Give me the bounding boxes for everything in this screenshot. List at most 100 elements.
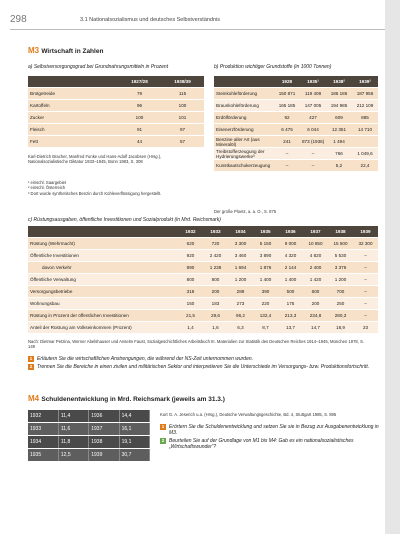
table-cell: 318 [178,285,203,298]
debt-cell: 1932 [28,410,59,423]
table-cell: – [353,309,378,322]
column-header: 1935 [253,226,278,238]
table-cell: 800 [203,273,228,286]
table-cell: 200 [203,285,228,298]
table-cell: 1 400 [278,273,303,286]
table-cell: 3 300 [228,237,253,250]
row-label: Wohnungsbau [28,297,178,310]
debt-row: 1935 12,5 1939 30,7 [28,448,151,462]
column-header: 1936 [278,226,303,238]
task: 1 Erörtern Sie die Schuldenentwicklung un… [160,424,380,436]
caption-c: c) Rüstungsausgaben, öffentliche Investi… [28,217,221,223]
table-c-wrap: 1932 1933 1934 1935 1936 1937 1938 1939 Rüstung … [28,226,378,334]
debt-cell: 1937 [88,422,120,436]
table-cell: 150 871 [274,87,300,100]
source-a: Karl-Dietrich Bracher, Manfred Funke und… [28,154,162,165]
table-cell: – [274,159,300,172]
table-cell: 213,3 [278,309,303,322]
column-header: 1927/28 [118,76,161,88]
table-cell: 15 500 [328,237,353,250]
table-row: Öffentliche Verwaltung 800 800 1 200 1 400 1 … [28,273,378,286]
row-label: davon Verkehr [28,261,178,274]
m3-tasks: 1 Erläutern Sie die wirtschaftlichen Anst… [28,356,378,372]
table-cell: 1 200 [328,273,353,286]
table-cell: 6 044 [300,123,326,136]
debt-cell: 1934 [28,435,59,449]
table-cell: 9 000 [278,237,303,250]
table-cell: 212 109 [352,99,378,112]
table-cell: 1 238 [203,261,228,274]
debt-cell: 1939 [88,448,120,462]
header-cell [28,76,118,88]
row-label: Steinkohleförderung [214,87,274,100]
table-cell: 500 [278,285,303,298]
m3-heading: M3 Wirtschaft in Zahlen [28,46,103,55]
debt-cell: 11,6 [58,422,90,436]
chapter-title: 3.1 Nationalsozialismus und deutsches Se… [80,17,221,23]
column-header: 1938 [328,226,353,238]
table-row: Brotgetreide 79 115 [28,87,204,100]
table-cell: – [353,261,378,274]
table-row: Öffentliche Investitionen 920 2 420 3 460 3 … [28,249,378,262]
row-label: Kunstkautschukerzeugung [214,159,274,172]
row-label: Treibstofferzeugung der Hydrierungswerke… [214,147,274,160]
data-table: 1927/28 1938/39 Brotgetreide 79 115 Kartoffel… [28,76,204,148]
row-label: Versorgungsbetriebe [28,285,178,298]
table-cell: 13,7 [278,321,303,334]
row-label: Erdölförderung [214,111,274,124]
column-header: 1939 [353,226,378,238]
m4-title: Schuldenentwicklung in Mrd. Reichsmark (… [41,396,225,403]
table-cell: 6,3 [228,321,253,334]
debt-cell: 14,4 [119,410,151,423]
table-cell: – [300,159,326,172]
page-number: 298 [10,14,27,25]
table-row: Kunstkautschukerzeugung – –5,2 22,4 [214,159,378,172]
table-cell: 241 [274,135,300,148]
table-cell: 23 [353,321,378,334]
table-cell: 885 [352,111,378,124]
footnote: ² einschl. Österreich [28,185,66,191]
task-text: Erörtern Sie die Schuldenentwicklung und… [169,424,379,436]
footnotes: ¹ einschl. Saargebiet ² einschl. Österrei… [28,180,203,196]
column-header: 1938² [326,76,352,88]
table-cell: 1 049,6 [352,147,378,160]
column-header: 1934 [228,226,253,238]
table-cell: 32 300 [353,237,378,250]
table-row: Fett 44 57 [28,135,204,148]
debt-cell: 1936 [88,410,120,423]
debt-row: 1933 11,6 1937 16,1 [28,422,151,436]
table-cell: 600 [303,285,328,298]
table-row: Erdölförderung 92 427 609 885 [214,111,378,124]
column-header: 1935¹ [300,76,326,88]
table-cell: 200 [303,297,328,310]
row-label: Benzine aller Art (aus Mineralöl) [214,135,274,148]
debt-cell: 1938 [88,435,120,449]
column-header: 1938/39 [161,76,204,88]
table-cell: 1,4 [178,321,203,334]
task-text: Beurteilen Sie auf der Grundlage von M1 … [169,438,354,450]
table-cell: – [353,249,378,262]
table-m4-wrap: 1932 11,4 1936 14,4 1933 11,6 1937 16,1 1934 11,8… [28,410,151,462]
table-cell: 234,8 [303,309,328,322]
task-number: 2 [28,364,34,370]
table-cell: 186 186 [326,87,352,100]
debt-cell: 1933 [28,422,59,436]
table-cell: 165 185 [274,99,300,112]
table-cell: 6 475 [274,123,300,136]
table-cell: 5 150 [253,237,278,250]
table-row: Rüstung in Prozent der öffentlichen Inve… [28,309,378,322]
table-cell: 3 376 [328,261,353,274]
row-label: Rüstung (Wehrmacht) [28,237,178,250]
table-cell: 890 [178,261,203,274]
table-cell: 97 [161,123,204,136]
table-cell: 1,6 [203,321,228,334]
table-cell: 14 710 [352,123,378,136]
header-cell [28,226,178,238]
table-cell: 609 [326,111,352,124]
table-cell: 920 [178,249,203,262]
table-cell: 700 [328,285,353,298]
table-cell: 132,4 [253,309,278,322]
table-a-wrap: 1927/28 1938/39 Brotgetreide 79 115 Kartoffel… [28,76,204,148]
table-cell: 766 [326,147,352,160]
